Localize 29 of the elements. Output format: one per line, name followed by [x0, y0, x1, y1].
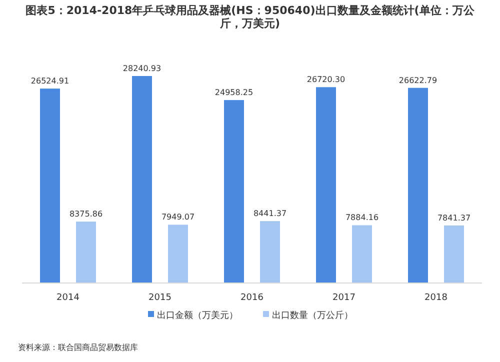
data-label: 7884.16: [345, 213, 379, 222]
legend-label: 出口数量（万公斤）: [272, 310, 353, 321]
x-tick-label: 2017: [332, 293, 356, 303]
text: 资料来源：联合国商品贸易数据库: [18, 343, 138, 352]
bar: [132, 76, 152, 283]
data-label: 7841.37: [437, 214, 471, 223]
data-label: 26720.30: [306, 75, 346, 84]
data-label: 8441.37: [253, 209, 287, 218]
data-label: 7949.07: [161, 212, 195, 222]
bar: [352, 225, 372, 283]
bar: [408, 88, 428, 283]
x-tick-label: 2015: [148, 293, 172, 303]
data-label: 8375.86: [69, 210, 103, 219]
legend-label: 出口金额（万美元）: [157, 310, 238, 321]
data-label: 26622.79: [398, 76, 438, 85]
x-tick-label: 2014: [56, 293, 80, 303]
data-label: 28240.93: [122, 64, 162, 73]
bar: [40, 88, 60, 283]
bar: [224, 100, 244, 283]
x-tick-label: 2018: [424, 293, 448, 303]
bar: [76, 222, 96, 283]
data-label: 24958.25: [214, 88, 254, 98]
x-tick-label: 2016: [240, 293, 264, 303]
chart-title: 图表5：2014-2018年乒乓球用品及器械(HS：950640)出口数量及金额统计(单位：万公斤，万美元): [24, 4, 476, 30]
bar: [444, 226, 464, 283]
bar: [316, 87, 336, 283]
bar: [260, 221, 280, 283]
bar: [168, 224, 188, 283]
data-label: 26524.91: [30, 76, 70, 86]
